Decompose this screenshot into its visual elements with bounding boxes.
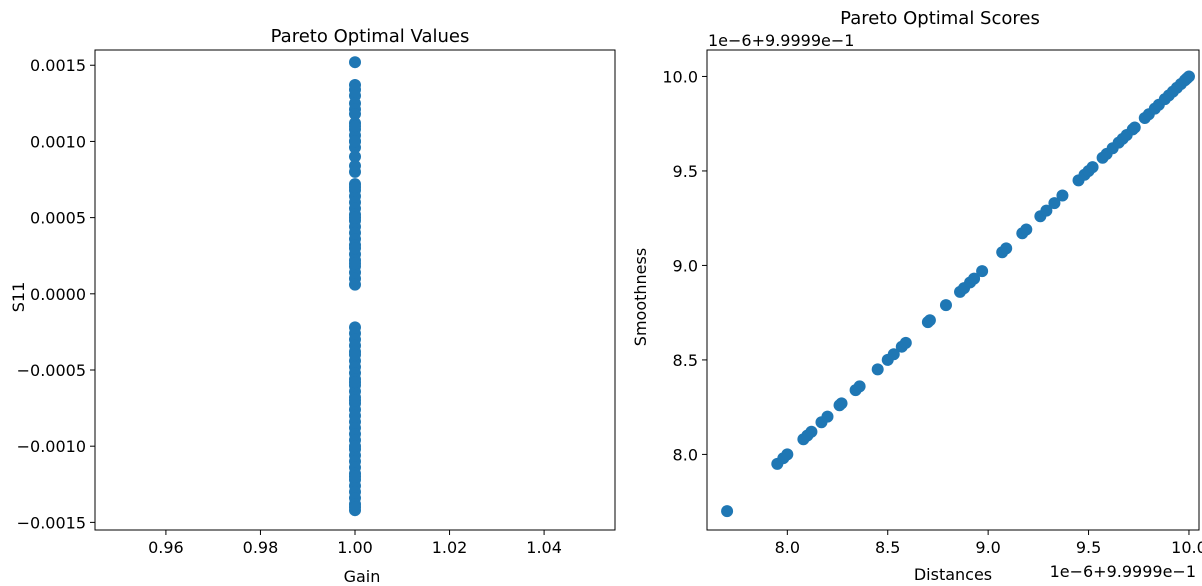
x-tick-label: 9.5	[1076, 538, 1101, 557]
data-point	[349, 181, 361, 194]
data-points	[349, 56, 361, 517]
data-point	[1040, 204, 1053, 217]
x-tick-label: 1.04	[526, 538, 562, 557]
y-tick-label: 0.0005	[30, 209, 86, 228]
x-tick-label: 8.5	[875, 538, 900, 557]
data-points	[721, 70, 1195, 518]
y-tick-label: 8.0	[673, 445, 698, 464]
x-axis-label: Gain	[344, 567, 381, 586]
data-point	[853, 380, 866, 393]
x-axis: 0.96 0.98 1.00 1.02 1.04	[148, 530, 562, 557]
data-point	[349, 278, 361, 291]
data-point	[1182, 70, 1195, 83]
x-tick-label: 1.00	[337, 538, 373, 557]
data-point	[349, 56, 361, 69]
data-point	[821, 410, 834, 423]
x-tick-label: 1.02	[432, 538, 468, 557]
data-point	[349, 211, 361, 224]
x-offset-label: 1e−6+9.9999e−1	[1050, 562, 1196, 581]
data-point	[349, 257, 361, 270]
y-tick-label: −0.0010	[17, 437, 86, 456]
y-axis-label: S11	[9, 282, 28, 313]
data-point	[1048, 197, 1061, 210]
data-point	[349, 394, 361, 407]
data-point	[1000, 242, 1013, 255]
data-point	[1020, 223, 1033, 236]
x-tick-label: 0.96	[148, 538, 184, 557]
data-point	[349, 501, 361, 514]
data-point	[349, 470, 361, 483]
data-point	[721, 505, 734, 518]
data-point	[349, 150, 361, 163]
chart-title: Pareto Optimal Values	[271, 26, 470, 47]
y-axis-label: Smoothness	[631, 248, 650, 346]
y-tick-label: 10.0	[662, 67, 698, 86]
data-point	[349, 376, 361, 389]
data-point	[835, 397, 848, 410]
x-axis-label: Distances	[914, 565, 992, 584]
y-tick-label: −0.0015	[17, 513, 86, 532]
y-tick-label: 0.0010	[30, 132, 86, 151]
y-tick-label: 0.0015	[30, 56, 86, 75]
y-axis: 8.0 8.5 9.0 9.5 10.0	[662, 67, 707, 464]
y-tick-label: 8.5	[673, 351, 698, 370]
data-point	[349, 242, 361, 255]
chart-title: Pareto Optimal Scores	[840, 8, 1040, 29]
data-point	[923, 314, 936, 327]
y-tick-label: −0.0005	[17, 361, 86, 380]
x-tick-label: 10.0	[1171, 538, 1202, 557]
x-tick-label: 8.0	[775, 538, 800, 557]
data-point	[349, 348, 361, 361]
data-point	[1056, 189, 1069, 202]
plot-frame	[706, 49, 1200, 531]
data-point	[349, 165, 361, 178]
chart-pareto-optimal-values: Pareto Optimal Values 0.96 0.98 1.00 1.02 1.…	[9, 26, 616, 586]
chart-pareto-optimal-scores: Pareto Optimal Scores 1e−6+9.9999e−1 8.0…	[631, 8, 1202, 584]
data-point	[871, 363, 884, 376]
x-tick-label: 9.0	[975, 538, 1000, 557]
data-point	[805, 425, 818, 438]
data-point	[349, 440, 361, 453]
y-tick-label: 9.0	[673, 256, 698, 275]
data-point	[939, 299, 952, 312]
y-axis: −0.0015 −0.0010 −0.0005 0.0000 0.0005 0.0010 0…	[17, 56, 95, 532]
y-tick-label: 9.5	[673, 162, 698, 181]
data-point	[349, 108, 361, 120]
data-point	[968, 272, 981, 285]
x-axis: 8.0 8.5 9.0 9.5 10.0	[775, 530, 1202, 557]
data-point	[781, 448, 794, 461]
x-tick-label: 0.98	[243, 538, 279, 557]
data-point	[976, 265, 989, 278]
y-offset-label: 1e−6+9.9999e−1	[708, 31, 854, 50]
data-point	[1086, 161, 1099, 174]
y-tick-label: 0.0000	[30, 285, 86, 304]
data-point	[899, 336, 912, 349]
data-point	[349, 120, 361, 133]
data-point	[887, 348, 900, 361]
data-point	[349, 135, 361, 148]
data-point	[1128, 121, 1141, 134]
